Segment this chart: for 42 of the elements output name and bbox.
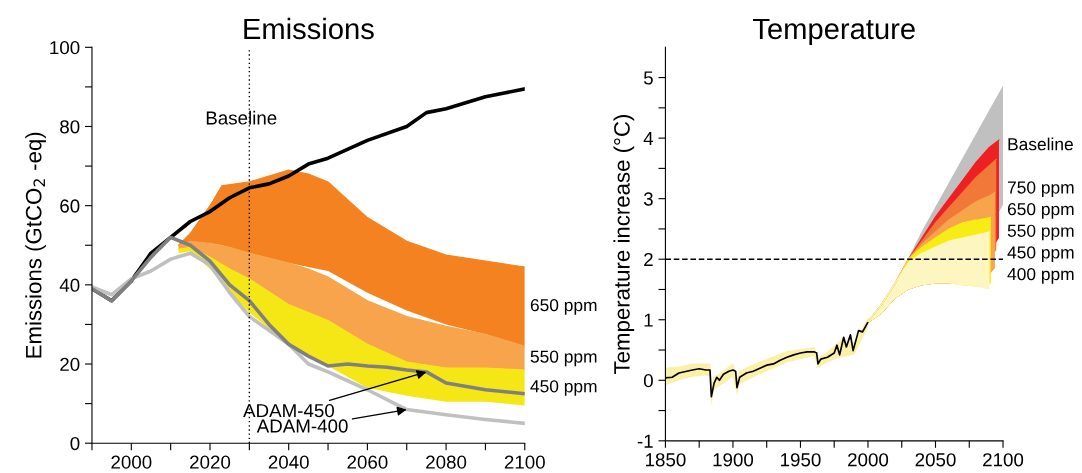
text: 650 ppm (1007, 202, 1074, 219)
annotation: ADAM-400 (256, 419, 348, 433)
y-tick-label: -1 (637, 434, 653, 448)
series-label: 650 ppm (530, 298, 597, 315)
text: 450 ppm (1007, 246, 1074, 262)
x-tick-label: 1900 (713, 453, 754, 467)
x-tick-label: 2000 (111, 455, 152, 469)
series-label: 550 ppm (1007, 224, 1074, 241)
y-tick-label: 40 (59, 278, 80, 292)
text: 400 ppm (1007, 267, 1074, 284)
x-tick-label: 2060 (347, 455, 388, 469)
y-tick-label: 100 (50, 41, 80, 55)
x-tick-label: 1950 (781, 453, 821, 467)
x-tick-label: 2080 (426, 455, 467, 469)
y-tick-label: 2 (644, 252, 653, 266)
y-tick-label: 0 (70, 436, 80, 451)
series-label: 450 ppm (530, 380, 597, 396)
annotation: ADAM-450 (243, 403, 335, 418)
x-tick-label: 2100 (504, 455, 545, 469)
x-tick-label: 2050 (915, 453, 956, 467)
chart-title: Temperature (753, 18, 915, 46)
y-tick-label: 1 (644, 313, 653, 327)
y-tick-label: 3 (643, 192, 653, 206)
chart-title: Emissions (244, 17, 374, 40)
line-series (91, 235, 525, 396)
x-tick-label: 2000 (848, 453, 889, 467)
y-tick-label: 5 (643, 71, 653, 85)
x-tick-label: 2020 (190, 455, 231, 469)
text: 750 ppm (1007, 181, 1074, 198)
x-tick-label: 2100 (983, 453, 1024, 467)
y-axis-title: Emissions (GtCO$_{2}$ -eq) (25, 132, 46, 358)
x-tick-label: 1850 (646, 453, 686, 467)
series-label: Baseline (1008, 137, 1073, 151)
y-axis-title: Temperature increase (°C) (613, 115, 635, 374)
x-tick-label: 2040 (268, 455, 309, 469)
y-tick-label: 20 (60, 357, 80, 371)
y-tick-label: 80 (60, 120, 80, 134)
y-tick-label: 0 (643, 373, 653, 388)
text: Baseline (206, 110, 277, 125)
y-tick-label: 60 (60, 199, 80, 213)
y-tick-label: 4 (643, 132, 654, 145)
series-label: 550 ppm (530, 350, 597, 367)
